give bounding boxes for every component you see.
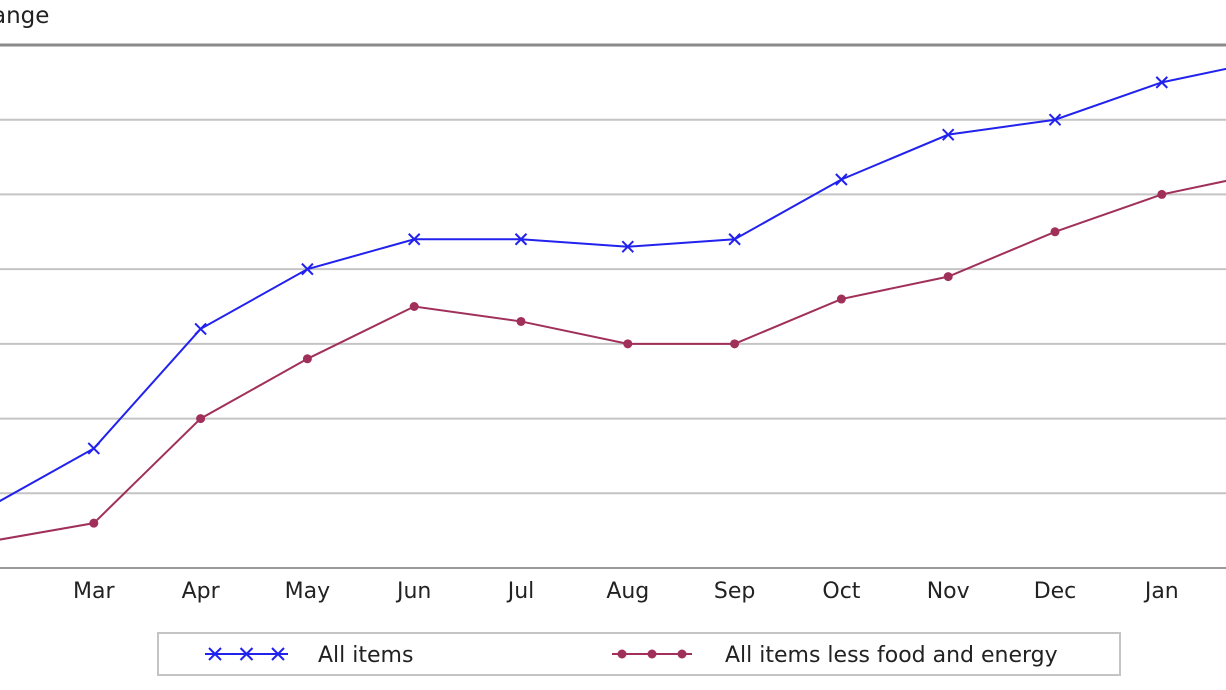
series-line <box>0 179 1226 541</box>
data-point <box>836 294 846 304</box>
x-tick-label: Aug <box>606 579 649 604</box>
legend-marker <box>617 649 627 659</box>
series-line <box>0 67 1226 503</box>
series-all-items <box>0 67 1226 503</box>
data-point <box>301 262 314 276</box>
series-all-items-less-food-and-energy <box>0 179 1226 541</box>
x-tick-label: Jun <box>395 579 431 604</box>
x-tick-labels: 21 Mar Apr May Jun Jul Aug Sep Oct Nov Dec Jan <box>0 579 1179 604</box>
x-tick-label: Oct <box>822 579 860 604</box>
data-point <box>194 322 207 336</box>
legend: All items All items less food and energy <box>157 632 1121 676</box>
legend-item: All items <box>205 643 413 668</box>
data-point <box>728 233 741 246</box>
data-point <box>516 316 526 326</box>
data-point <box>941 128 955 141</box>
data-point <box>1157 189 1167 199</box>
legend-label: All items <box>318 643 413 668</box>
x-tick-label: Dec <box>1034 579 1077 604</box>
legend-marker <box>647 649 657 659</box>
data-point <box>621 240 635 253</box>
data-point <box>943 272 953 282</box>
x-tick-label: Jan <box>1143 579 1179 604</box>
data-point <box>409 302 419 311</box>
x-tick-label: Sep <box>714 579 755 604</box>
x-tick-label: Nov <box>927 579 970 604</box>
data-point <box>730 339 740 349</box>
x-tick-label: Apr <box>182 579 221 604</box>
data-point <box>89 518 99 528</box>
series-layer <box>0 67 1226 541</box>
x-tick-label: Mar <box>73 579 115 604</box>
x-tick-label: Jul <box>506 579 535 604</box>
x-tick-label: May <box>285 579 330 604</box>
data-point <box>87 442 101 455</box>
legend-marker <box>271 647 285 661</box>
data-point <box>407 233 421 246</box>
legend-item: All items less food and energy <box>612 643 1058 668</box>
data-point <box>196 414 206 424</box>
data-point <box>1048 113 1062 126</box>
gridlines <box>0 118 1226 495</box>
legend-marker <box>677 649 687 659</box>
x-tick-label: 21 <box>0 579 1 604</box>
data-point <box>1155 76 1169 89</box>
legend-marker <box>239 647 254 661</box>
legend-marker <box>208 647 222 661</box>
data-point <box>514 233 528 246</box>
data-point <box>623 339 633 349</box>
data-point <box>835 173 848 186</box>
data-point <box>302 354 312 364</box>
y-axis-label: ange <box>0 3 50 29</box>
legend-label: All items less food and energy <box>725 643 1058 668</box>
data-point <box>1050 227 1060 237</box>
